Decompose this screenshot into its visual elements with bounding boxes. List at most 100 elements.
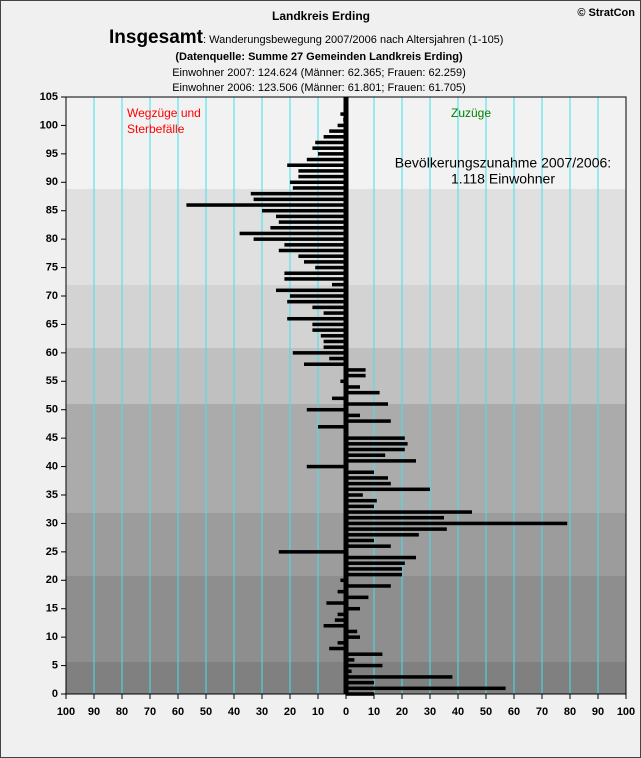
y-tick-label: 40: [46, 460, 58, 472]
bar: [315, 140, 346, 145]
y-tick-label: 30: [46, 517, 58, 529]
bar: [253, 197, 346, 202]
bar: [278, 550, 346, 554]
bar: [346, 629, 358, 634]
y-tick-label: 10: [46, 631, 58, 643]
subtitle: : Wanderungsbewegung 2007/2006 nach Alte…: [203, 34, 503, 46]
bar: [346, 635, 360, 639]
bar: [306, 157, 346, 162]
bar: [304, 362, 346, 366]
x-tick-label: 70: [536, 706, 548, 718]
heading: Insgesamt: [109, 27, 204, 48]
bar: [346, 436, 405, 440]
bar: [346, 390, 380, 395]
source: (Datenquelle: Summe 27 Gemeinden Landkre…: [175, 51, 463, 63]
bar: [186, 203, 346, 207]
bar: [346, 686, 506, 691]
bar: [306, 407, 346, 412]
bar: [346, 663, 383, 668]
bar: [346, 498, 377, 503]
bar: [346, 538, 374, 543]
y-tick-label: 85: [46, 205, 58, 217]
x-tick-label: 20: [284, 706, 296, 718]
bar: [346, 527, 447, 531]
x-tick-label: 60: [172, 706, 184, 718]
x-tick-label: 20: [396, 706, 408, 718]
y-tick-label: 45: [46, 432, 58, 444]
bar: [276, 288, 346, 293]
bar: [346, 459, 416, 463]
bar: [287, 299, 346, 304]
bar: [340, 112, 346, 116]
y-tick-label: 20: [46, 574, 58, 586]
bar: [346, 652, 383, 656]
x-tick-label: 100: [57, 706, 75, 718]
x-tick-label: 70: [144, 706, 156, 718]
bar: [346, 675, 453, 679]
plot-frame: [65, 96, 627, 695]
bar: [312, 146, 346, 150]
bar: [346, 572, 402, 577]
bar: [346, 470, 374, 475]
bar: [346, 521, 568, 526]
bar: [250, 191, 346, 196]
bar: [239, 231, 346, 236]
bar: [284, 243, 346, 247]
bar: [346, 680, 374, 685]
bar: [326, 601, 346, 605]
bar: [278, 220, 346, 224]
bar: [323, 311, 346, 315]
y-tick-label: 80: [46, 233, 58, 245]
y-tick-label: 35: [46, 489, 58, 501]
bar: [253, 237, 346, 241]
bar: [340, 578, 346, 583]
bar: [337, 641, 346, 645]
bar: [346, 658, 355, 662]
x-tick-label: 60: [508, 706, 520, 718]
bar: [312, 322, 346, 327]
bar: [346, 402, 388, 406]
annotation: Sterbefälle: [127, 122, 185, 136]
bar: [346, 515, 444, 520]
bar: [346, 453, 386, 457]
bar: [346, 504, 374, 509]
bar: [329, 356, 346, 361]
bar: [337, 612, 346, 617]
x-tick-label: 80: [116, 706, 128, 718]
x-tick-label: 90: [592, 706, 604, 718]
bar: [290, 294, 346, 298]
bar: [346, 373, 366, 378]
bar: [290, 180, 346, 185]
bar: [298, 254, 346, 258]
bar: [340, 379, 346, 384]
bar: [346, 368, 366, 372]
bar: [278, 248, 346, 253]
bar: [284, 271, 346, 276]
bar: [298, 169, 346, 173]
bar: [346, 584, 391, 588]
bar: [346, 419, 391, 423]
info: Einwohner 2006: 123.506 (Männer: 61.801;…: [172, 82, 466, 94]
bar: [304, 260, 346, 264]
bar: [346, 510, 472, 514]
y-tick-label: 55: [46, 375, 58, 387]
bar: [337, 123, 346, 128]
bar: [346, 442, 408, 446]
bar: [346, 493, 363, 497]
y-tick-label: 90: [46, 176, 58, 188]
bar: [346, 533, 419, 537]
bar: [284, 277, 346, 281]
bar: [320, 334, 346, 338]
x-tick-label: 50: [200, 706, 212, 718]
bar: [346, 544, 391, 548]
bar: [346, 385, 360, 389]
bar: [334, 618, 346, 622]
info: Einwohner 2007: 124.624 (Männer: 62.365;…: [172, 67, 466, 79]
bar: [306, 464, 346, 469]
y-tick-label: 5: [52, 659, 58, 671]
y-tick-label: 75: [46, 261, 58, 273]
y-tick-label: 95: [46, 148, 58, 160]
bar: [318, 152, 346, 156]
y-tick-label: 100: [40, 119, 58, 131]
